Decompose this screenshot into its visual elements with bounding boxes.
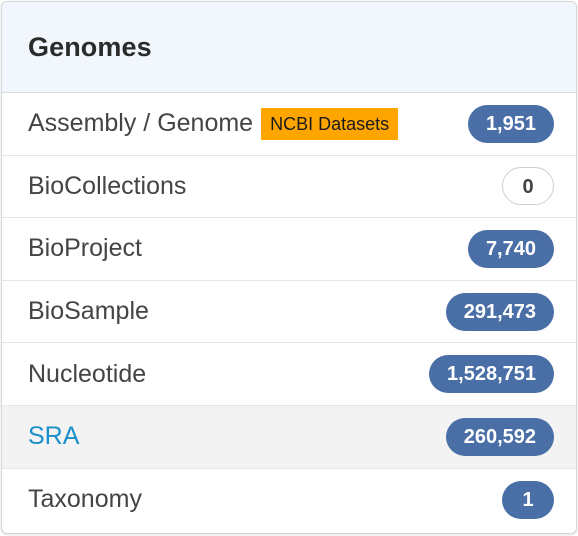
- count-badge: 1: [502, 480, 554, 519]
- nucleotide-link[interactable]: Nucleotide: [28, 359, 147, 388]
- row-assembly-genome[interactable]: Assembly / Genome NCBI Datasets 1,951: [2, 93, 576, 156]
- database-list: Assembly / Genome NCBI Datasets 1,951 Bi…: [2, 93, 576, 531]
- assembly-genome-link[interactable]: Assembly / Genome: [28, 109, 254, 138]
- count-badge: 1,528,751: [429, 355, 554, 394]
- taxonomy-link[interactable]: Taxonomy: [28, 485, 142, 514]
- sra-link[interactable]: SRA: [28, 422, 80, 451]
- biocollections-link[interactable]: BioCollections: [28, 171, 187, 200]
- biosample-link[interactable]: BioSample: [28, 297, 149, 326]
- bioproject-link[interactable]: BioProject: [28, 234, 142, 263]
- count-badge: 0: [502, 167, 554, 206]
- row-biocollections[interactable]: BioCollections 0: [2, 156, 576, 219]
- row-sra[interactable]: SRA 260,592: [2, 405, 576, 469]
- row-biosample[interactable]: BioSample 291,473: [2, 281, 576, 344]
- row-left: Assembly / Genome NCBI Datasets: [28, 107, 399, 140]
- panel-header: Genomes: [2, 2, 576, 93]
- count-badge: 260,592: [445, 417, 554, 456]
- count-badge: 1,951: [467, 104, 554, 143]
- row-bioproject[interactable]: BioProject 7,740: [2, 218, 576, 281]
- row-nucleotide[interactable]: Nucleotide 1,528,751: [2, 343, 576, 406]
- row-taxonomy[interactable]: Taxonomy 1: [2, 469, 576, 532]
- count-badge: 7,740: [467, 229, 554, 268]
- panel-title: Genomes: [28, 31, 152, 62]
- count-badge: 291,473: [445, 292, 554, 331]
- ncbi-datasets-tag[interactable]: NCBI Datasets: [261, 107, 399, 140]
